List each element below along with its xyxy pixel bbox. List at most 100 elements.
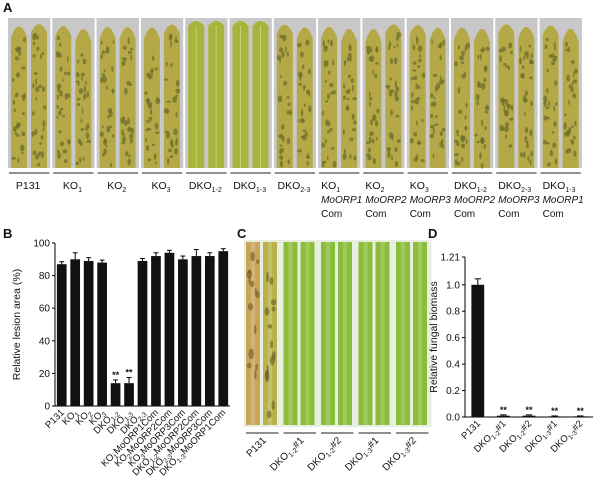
panel-a-labels: P131 KO1 KO2 KO3 DKO1-2 DKO1-3 DKO2-3 KO1MoORP1… xyxy=(9,172,584,220)
lesion-spot xyxy=(102,72,106,77)
lesion-spot xyxy=(287,102,291,107)
lesion-spot xyxy=(279,144,283,147)
lesion-spot xyxy=(165,130,169,135)
label-part: DKO xyxy=(454,180,477,192)
bar xyxy=(522,415,536,417)
lesion-spot xyxy=(461,54,464,61)
lesion-spot xyxy=(146,72,151,78)
lesion-spot xyxy=(300,72,303,80)
lesion-spot xyxy=(416,36,419,42)
group-label: DKO1-2#2 xyxy=(306,435,345,474)
lesion-spot xyxy=(499,124,504,132)
lesion-spot xyxy=(286,110,289,115)
significance-marker: ** xyxy=(500,405,508,415)
lesion-spot xyxy=(150,72,153,79)
lesion-spot xyxy=(82,58,87,65)
lesion-spot xyxy=(347,74,352,79)
lesion-spot xyxy=(127,117,131,125)
lesion-spot xyxy=(342,95,347,100)
lesion-spot xyxy=(396,32,401,38)
lesion-spot xyxy=(327,39,330,44)
lesion-spot xyxy=(372,116,375,122)
lesion-spot xyxy=(67,139,71,145)
lesion-spot xyxy=(417,85,421,90)
lesion-spot xyxy=(416,96,421,100)
lesion-spot xyxy=(413,132,418,137)
lesion-spot xyxy=(170,40,173,48)
bar xyxy=(548,416,561,418)
y-tick-label: 100 xyxy=(33,239,50,250)
lesion-spot xyxy=(56,149,60,154)
lesion-spot xyxy=(524,126,529,134)
lesion-spot xyxy=(332,90,336,95)
lesion-spot xyxy=(111,66,114,72)
lesion-spot xyxy=(302,64,305,70)
lesion-spot xyxy=(85,80,87,86)
bar xyxy=(97,262,107,406)
panel-label-d: D xyxy=(428,226,437,241)
lesion-spot xyxy=(101,125,104,129)
lesion-spot xyxy=(431,40,434,44)
lesion-spot xyxy=(453,61,459,67)
lesion-spot xyxy=(529,58,533,65)
lesion-spot xyxy=(283,80,288,86)
lesion-spot xyxy=(368,136,372,144)
lesion-spot xyxy=(546,162,551,167)
group-sublabel-com: Com xyxy=(365,209,386,220)
lesion-spot xyxy=(58,130,62,134)
significance-marker: ** xyxy=(577,406,585,416)
lesion-spot xyxy=(14,56,20,61)
lesion-spot xyxy=(460,61,465,65)
lesion-spot xyxy=(83,93,87,100)
lesion-spot xyxy=(59,141,64,147)
lesion-spot xyxy=(17,158,20,163)
lesion-spot xyxy=(271,400,275,410)
lesion-spot xyxy=(526,52,529,60)
stem-image xyxy=(283,242,298,425)
group-label: P131 xyxy=(245,435,270,460)
lesion-spot xyxy=(505,103,511,107)
lesion-spot xyxy=(544,44,548,50)
bar xyxy=(573,416,587,418)
lesion-spot xyxy=(477,54,480,60)
lesion-spot xyxy=(330,146,335,150)
lesion-spot xyxy=(436,82,441,90)
lesion-spot xyxy=(270,299,277,306)
lesion-spot xyxy=(147,158,152,162)
lesion-spot xyxy=(484,110,489,114)
lesion-spot xyxy=(21,151,24,155)
lesion-spot xyxy=(64,159,68,164)
lesion-spot xyxy=(442,145,445,149)
label-part: P131 xyxy=(16,180,41,192)
lesion-spot xyxy=(553,121,557,127)
lesion-spot xyxy=(82,157,85,162)
lesion-spot xyxy=(440,139,444,143)
lesion-spot xyxy=(369,131,374,137)
lesion-spot xyxy=(271,306,276,312)
lesion-spot xyxy=(124,58,127,63)
lesion-spot xyxy=(36,163,41,167)
lesion-spot xyxy=(353,155,357,161)
lesion-spot xyxy=(460,50,465,57)
lesion-spot xyxy=(375,136,378,141)
lesion-spot xyxy=(21,94,25,99)
lesion-spot xyxy=(59,89,63,97)
bar xyxy=(151,256,161,406)
lesion-spot xyxy=(461,156,464,163)
stem-image xyxy=(413,242,427,425)
stem-highlight xyxy=(250,242,256,425)
lesion-spot xyxy=(166,108,170,114)
lesion-spot xyxy=(565,48,568,52)
lesion-spot xyxy=(15,124,20,128)
lesion-spot xyxy=(100,76,103,84)
lesion-spot xyxy=(166,100,172,104)
lesion-spot xyxy=(77,81,80,87)
stem-highlight xyxy=(363,242,368,425)
lesion-spot xyxy=(349,137,354,142)
label-part: DKO xyxy=(543,180,566,192)
lesion-spot xyxy=(32,150,37,156)
lesion-spot xyxy=(520,152,524,158)
label-part: 1-3 xyxy=(565,187,575,194)
lesion-spot xyxy=(282,135,285,143)
lesion-spot xyxy=(279,34,284,39)
